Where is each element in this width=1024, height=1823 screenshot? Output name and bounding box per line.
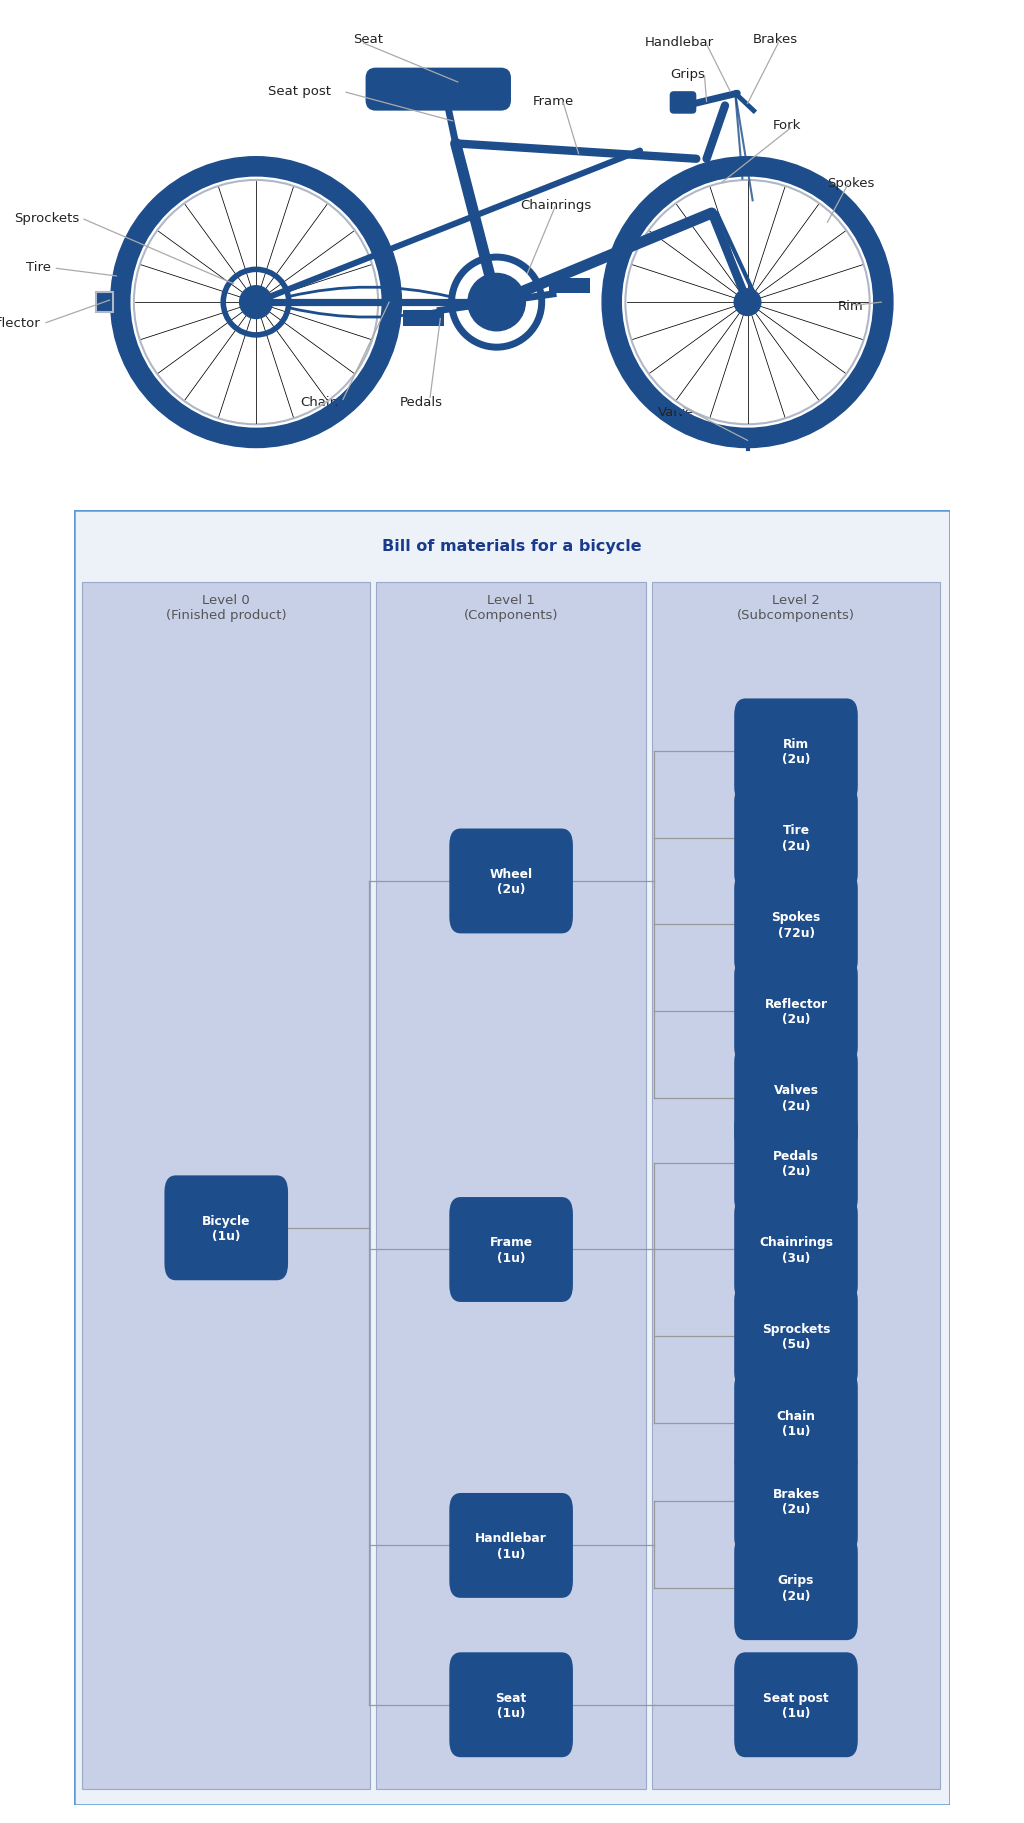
Text: Fork: Fork bbox=[773, 118, 802, 133]
Circle shape bbox=[128, 175, 384, 430]
Text: Pedals: Pedals bbox=[399, 396, 442, 408]
Text: Tire
(2u): Tire (2u) bbox=[781, 824, 810, 853]
Text: Grips
(2u): Grips (2u) bbox=[778, 1573, 814, 1602]
Text: Grips: Grips bbox=[671, 67, 706, 82]
Text: Handlebar: Handlebar bbox=[645, 35, 715, 49]
FancyBboxPatch shape bbox=[734, 873, 858, 977]
Text: Level 0
(Finished product): Level 0 (Finished product) bbox=[166, 592, 287, 622]
Text: Reflector
(2u): Reflector (2u) bbox=[765, 997, 827, 1026]
FancyBboxPatch shape bbox=[83, 583, 370, 1788]
Circle shape bbox=[240, 286, 272, 319]
Text: Rim: Rim bbox=[838, 299, 863, 312]
FancyBboxPatch shape bbox=[403, 312, 444, 326]
Text: Bill of materials for a bicycle: Bill of materials for a bicycle bbox=[382, 540, 642, 554]
FancyBboxPatch shape bbox=[549, 279, 590, 294]
Circle shape bbox=[734, 290, 761, 315]
Circle shape bbox=[620, 175, 876, 430]
FancyBboxPatch shape bbox=[652, 583, 940, 1788]
Circle shape bbox=[243, 290, 269, 315]
FancyBboxPatch shape bbox=[165, 1176, 288, 1280]
Circle shape bbox=[468, 273, 525, 332]
Circle shape bbox=[111, 157, 401, 448]
Text: Level 2
(Subcomponents): Level 2 (Subcomponents) bbox=[737, 592, 855, 622]
Text: Valves
(2u): Valves (2u) bbox=[773, 1085, 818, 1112]
Text: Spokes: Spokes bbox=[827, 177, 874, 190]
FancyBboxPatch shape bbox=[734, 698, 858, 804]
FancyBboxPatch shape bbox=[670, 93, 696, 115]
FancyBboxPatch shape bbox=[734, 1283, 858, 1389]
Text: Level 1
(Components): Level 1 (Components) bbox=[464, 592, 558, 622]
Text: Pedals
(2u): Pedals (2u) bbox=[773, 1148, 819, 1178]
Text: Tire: Tire bbox=[27, 261, 51, 273]
FancyBboxPatch shape bbox=[734, 1110, 858, 1216]
FancyBboxPatch shape bbox=[74, 510, 950, 1805]
FancyBboxPatch shape bbox=[734, 1652, 858, 1757]
Text: Sprockets
(5u): Sprockets (5u) bbox=[762, 1322, 830, 1351]
Text: Brakes
(2u): Brakes (2u) bbox=[772, 1488, 819, 1515]
FancyBboxPatch shape bbox=[734, 1535, 858, 1641]
FancyBboxPatch shape bbox=[366, 69, 511, 111]
FancyBboxPatch shape bbox=[734, 1198, 858, 1302]
FancyBboxPatch shape bbox=[450, 829, 572, 933]
Text: Chain
(1u): Chain (1u) bbox=[776, 1409, 815, 1437]
Text: Handlebar
(1u): Handlebar (1u) bbox=[475, 1531, 547, 1560]
Text: Wheel
(2u): Wheel (2u) bbox=[489, 868, 532, 895]
FancyBboxPatch shape bbox=[96, 294, 113, 314]
FancyBboxPatch shape bbox=[450, 1652, 572, 1757]
Text: Frame: Frame bbox=[532, 95, 573, 108]
FancyBboxPatch shape bbox=[734, 786, 858, 891]
FancyBboxPatch shape bbox=[734, 1371, 858, 1475]
Text: Reflector: Reflector bbox=[0, 317, 41, 330]
Circle shape bbox=[602, 157, 893, 448]
Text: Spokes
(72u): Spokes (72u) bbox=[771, 910, 820, 939]
Text: Chain: Chain bbox=[300, 396, 338, 408]
FancyBboxPatch shape bbox=[376, 583, 646, 1788]
FancyBboxPatch shape bbox=[734, 1046, 858, 1150]
Text: Frame
(1u): Frame (1u) bbox=[489, 1236, 532, 1263]
Text: Seat post
(1u): Seat post (1u) bbox=[763, 1690, 828, 1719]
Text: Brakes: Brakes bbox=[753, 33, 798, 46]
Text: Chainrings
(3u): Chainrings (3u) bbox=[759, 1236, 833, 1263]
Text: Sprockets: Sprockets bbox=[14, 211, 80, 224]
Text: Seat
(1u): Seat (1u) bbox=[496, 1690, 526, 1719]
FancyBboxPatch shape bbox=[734, 1449, 858, 1553]
Text: Rim
(2u): Rim (2u) bbox=[781, 736, 810, 766]
Text: Seat post: Seat post bbox=[268, 84, 332, 98]
Text: Seat: Seat bbox=[353, 33, 383, 46]
Text: Valve: Valve bbox=[657, 407, 693, 419]
Text: Bicycle
(1u): Bicycle (1u) bbox=[202, 1214, 251, 1243]
FancyBboxPatch shape bbox=[734, 959, 858, 1065]
FancyBboxPatch shape bbox=[450, 1493, 572, 1599]
FancyBboxPatch shape bbox=[450, 1198, 572, 1302]
Text: Chainrings: Chainrings bbox=[520, 199, 592, 211]
